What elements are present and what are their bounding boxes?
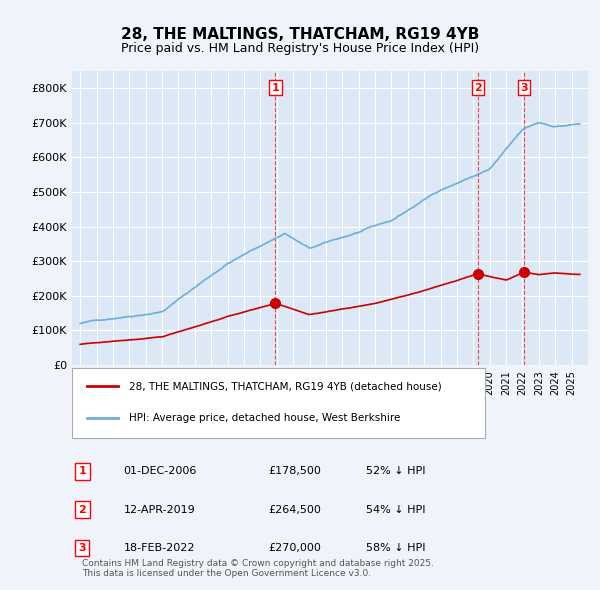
Text: 28, THE MALTINGS, THATCHAM, RG19 4YB (detached house): 28, THE MALTINGS, THATCHAM, RG19 4YB (de… xyxy=(129,381,442,391)
FancyBboxPatch shape xyxy=(72,368,485,438)
Text: Contains HM Land Registry data © Crown copyright and database right 2025.
This d: Contains HM Land Registry data © Crown c… xyxy=(82,559,434,578)
Text: 58% ↓ HPI: 58% ↓ HPI xyxy=(366,543,425,553)
Text: 3: 3 xyxy=(521,83,528,93)
Text: 12-APR-2019: 12-APR-2019 xyxy=(124,504,196,514)
Text: 52% ↓ HPI: 52% ↓ HPI xyxy=(366,466,425,476)
Text: £178,500: £178,500 xyxy=(268,466,321,476)
Text: 1: 1 xyxy=(272,83,280,93)
Text: 2: 2 xyxy=(474,83,482,93)
Text: £270,000: £270,000 xyxy=(268,543,321,553)
Text: HPI: Average price, detached house, West Berkshire: HPI: Average price, detached house, West… xyxy=(129,414,400,424)
Text: 2: 2 xyxy=(79,504,86,514)
Text: 3: 3 xyxy=(79,543,86,553)
Text: 18-FEB-2022: 18-FEB-2022 xyxy=(124,543,195,553)
Text: 28, THE MALTINGS, THATCHAM, RG19 4YB: 28, THE MALTINGS, THATCHAM, RG19 4YB xyxy=(121,27,479,41)
Text: 1: 1 xyxy=(79,466,86,476)
Text: Price paid vs. HM Land Registry's House Price Index (HPI): Price paid vs. HM Land Registry's House … xyxy=(121,42,479,55)
Text: 54% ↓ HPI: 54% ↓ HPI xyxy=(366,504,425,514)
Text: £264,500: £264,500 xyxy=(268,504,321,514)
Text: 01-DEC-2006: 01-DEC-2006 xyxy=(124,466,197,476)
